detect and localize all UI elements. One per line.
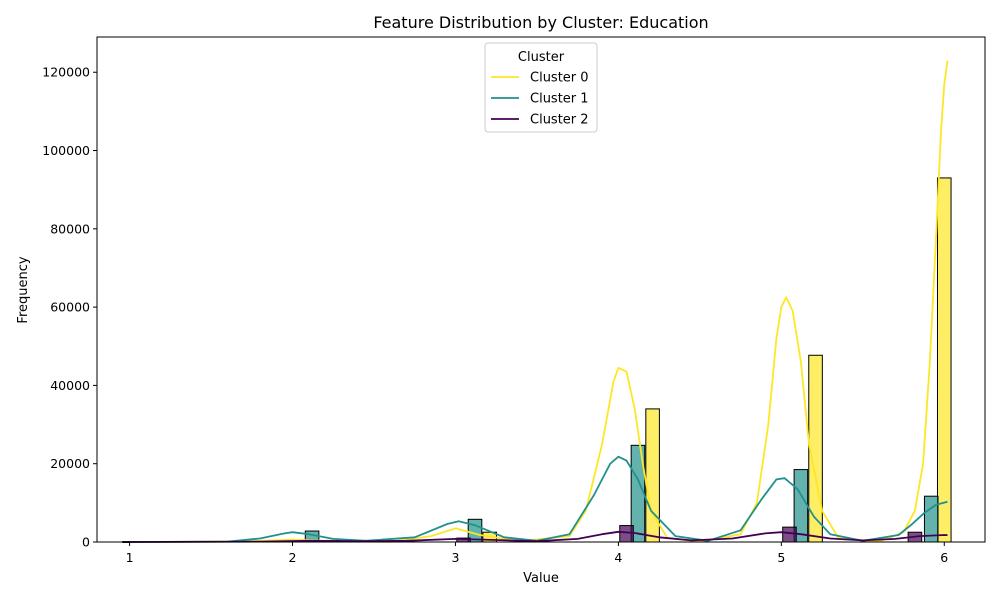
y-tick-label: 20000: [50, 456, 90, 471]
kde-curve-cluster-2: [129, 530, 948, 543]
x-tick-label: 6: [940, 550, 948, 565]
x-tick-label: 2: [289, 550, 297, 565]
kde-curve-cluster-0: [129, 60, 949, 543]
y-axis-label: Frequency: [16, 256, 31, 323]
legend-label-cluster-2: Cluster 2: [530, 113, 589, 128]
y-axis-ticks: 0 20000 40000 60000 80000 100000 120000: [42, 65, 97, 550]
x-tick-label: 5: [777, 550, 785, 565]
x-tick-label: 1: [126, 550, 134, 565]
bar-cluster-2: [782, 526, 797, 543]
bar-cluster-0: [936, 177, 952, 543]
y-tick-label: 0: [82, 535, 90, 550]
bar-cluster-2: [619, 525, 634, 543]
y-tick-label: 40000: [50, 378, 90, 393]
kde-curve-cluster-1: [129, 455, 948, 543]
density-curves: [129, 60, 949, 543]
legend-label-cluster-1: Cluster 1: [530, 92, 589, 107]
legend-items: Cluster 0 Cluster 1 Cluster 2: [491, 71, 589, 128]
chart-title: Feature Distribution by Cluster: Educati…: [373, 13, 708, 32]
legend-title: Cluster: [518, 50, 565, 65]
x-tick-label: 3: [451, 550, 459, 565]
x-axis-ticks: 1 2 3 4 5 6: [126, 542, 948, 565]
legend: Cluster Cluster 0 Cluster 1 Cluster 2: [484, 42, 598, 133]
x-tick-label: 4: [614, 550, 622, 565]
y-tick-label: 100000: [42, 143, 90, 158]
plot-frame: [96, 36, 986, 543]
y-tick-label: 120000: [42, 65, 90, 80]
legend-label-cluster-0: Cluster 0: [530, 71, 589, 86]
legend-frame: [484, 42, 598, 133]
x-axis-label: Value: [523, 571, 559, 586]
y-tick-label: 80000: [50, 221, 90, 236]
y-tick-label: 60000: [50, 300, 90, 315]
